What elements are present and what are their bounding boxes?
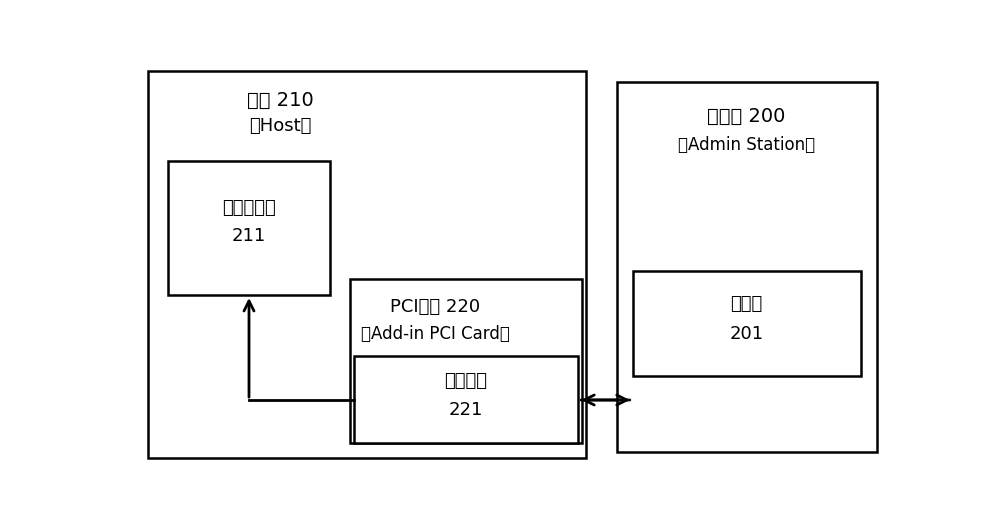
Bar — [617, 82, 877, 451]
Text: 被度量对象: 被度量对象 — [222, 199, 276, 216]
Bar — [168, 161, 330, 295]
Bar — [148, 71, 586, 458]
Text: PCI插卡 220: PCI插卡 220 — [390, 298, 480, 316]
Bar — [633, 271, 861, 376]
Text: 验证者: 验证者 — [730, 295, 763, 313]
Text: 主机 210: 主机 210 — [247, 90, 313, 109]
Text: （Add-in PCI Card）: （Add-in PCI Card） — [361, 325, 509, 343]
Text: 度量主体: 度量主体 — [444, 372, 488, 390]
Bar — [350, 279, 582, 444]
Text: 201: 201 — [729, 325, 764, 343]
Text: （Host）: （Host） — [249, 117, 311, 135]
Bar — [354, 356, 578, 444]
Text: 211: 211 — [232, 227, 266, 245]
Text: 控制台 200: 控制台 200 — [707, 107, 786, 126]
Text: 221: 221 — [449, 401, 483, 419]
Text: （Admin Station）: （Admin Station） — [678, 136, 815, 154]
